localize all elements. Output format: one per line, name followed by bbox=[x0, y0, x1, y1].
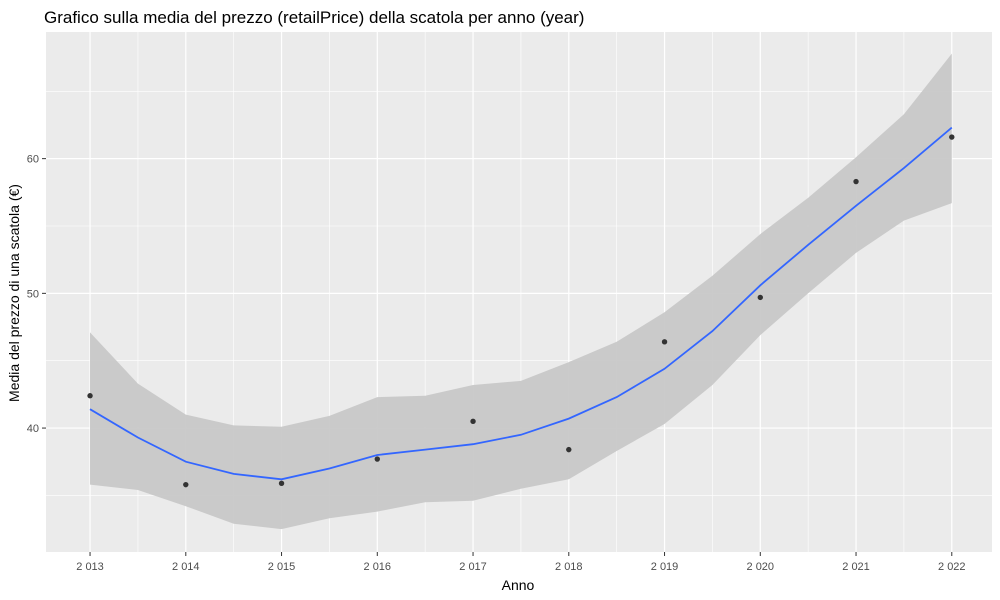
y-tick-label: 50 bbox=[27, 288, 39, 300]
data-point bbox=[374, 456, 380, 462]
x-tick-label: 2 016 bbox=[364, 561, 392, 573]
x-tick-label: 2 014 bbox=[172, 561, 200, 573]
data-point bbox=[278, 480, 285, 486]
data-point bbox=[661, 339, 668, 345]
data-point bbox=[87, 393, 93, 399]
data-point bbox=[757, 294, 763, 301]
x-tick-label: 2 015 bbox=[268, 561, 296, 573]
x-tick-label: 2 019 bbox=[651, 561, 679, 573]
x-tick-label: 2 020 bbox=[747, 561, 775, 573]
data-point bbox=[853, 178, 859, 185]
data-point bbox=[566, 446, 572, 453]
chart-title: Grafico sulla media del prezzo (retailPr… bbox=[44, 8, 584, 27]
x-tick-label: 2 018 bbox=[555, 561, 583, 573]
data-point bbox=[470, 418, 476, 425]
plot-panel bbox=[46, 32, 992, 552]
data-point bbox=[949, 134, 955, 140]
x-tick-label: 2 022 bbox=[938, 561, 966, 573]
x-axis: 2 013 2 014 2 015 2 016 2 017 2 018 2 019 2 020… bbox=[76, 552, 966, 573]
y-tick-label: 60 bbox=[27, 154, 39, 166]
x-tick-label: 2 021 bbox=[842, 561, 870, 573]
smooth-line bbox=[89, 126, 953, 481]
y-axis-title: Media del prezzo di una scatola (€) bbox=[6, 184, 22, 402]
x-tick-label: 2 017 bbox=[459, 561, 487, 573]
data-point bbox=[183, 481, 189, 488]
data-points bbox=[87, 134, 955, 488]
y-tick-label: 40 bbox=[27, 423, 39, 435]
x-axis-title: Anno bbox=[502, 577, 535, 593]
x-tick-label: 2 013 bbox=[76, 561, 104, 573]
y-axis: 40 50 60 bbox=[27, 154, 46, 435]
